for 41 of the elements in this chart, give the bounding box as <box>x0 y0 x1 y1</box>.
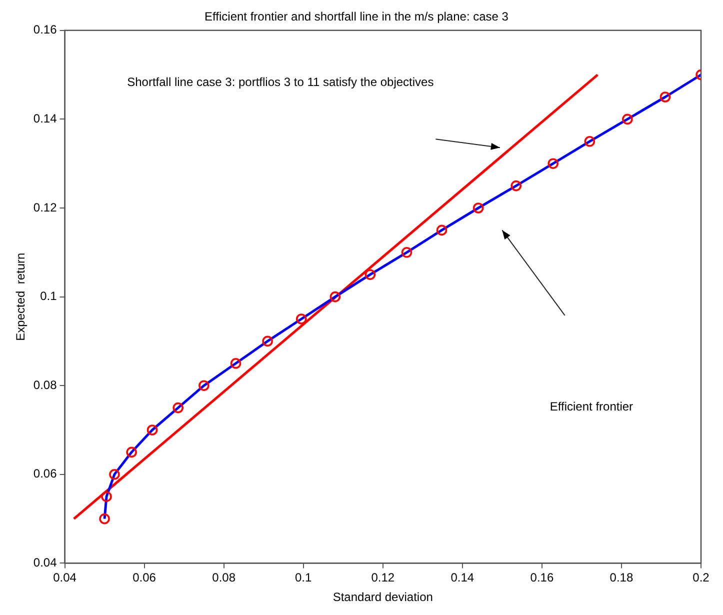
point <box>126 446 137 458</box>
y-tick-label: 0.14 <box>33 112 58 126</box>
point <box>548 158 558 169</box>
y-tick-label: 0.06 <box>33 466 58 481</box>
annotation: Shortfall line case 3: portflios 3 to 11 satisfy the objectives <box>127 74 434 89</box>
y-tick-label: 0.1 <box>40 289 58 304</box>
y-tick-label: 0.16 <box>33 22 58 37</box>
point <box>436 224 448 236</box>
point <box>172 402 184 414</box>
point <box>198 380 210 391</box>
x-tick-label: 0.14 <box>450 570 474 585</box>
point <box>660 92 671 102</box>
point <box>101 491 112 502</box>
x-tick-label: 0.1 <box>295 570 312 585</box>
x-tick-label: 0.18 <box>610 570 634 585</box>
annotation: Efficient frontier <box>550 399 634 414</box>
x-tick-label: 0.2 <box>692 570 710 585</box>
point <box>472 202 484 214</box>
x-tick-label: 0.16 <box>530 570 554 585</box>
point <box>622 114 633 125</box>
y-tick-label: 0.12 <box>33 200 58 214</box>
point <box>584 136 596 147</box>
x-tick-label: 0.08 <box>212 570 236 585</box>
point <box>146 424 158 436</box>
x-tick-label: 0.04 <box>53 570 77 585</box>
x-tick-label: 0.06 <box>132 570 156 585</box>
y-tick-label: 0.04 <box>33 556 58 570</box>
y-axis-title: Expected return <box>14 252 28 341</box>
point <box>510 180 522 192</box>
chart-title: Efficient frontier and shortfall line in the m/s plane: case 3 <box>204 10 509 24</box>
y-tick-label: 0.08 <box>33 378 58 392</box>
point <box>230 358 242 369</box>
point <box>364 269 376 280</box>
x-axis-title: Standard deviation <box>332 590 433 604</box>
point <box>296 314 307 324</box>
point <box>330 291 341 302</box>
point <box>262 336 273 347</box>
point <box>109 469 120 480</box>
point <box>99 513 110 524</box>
point <box>401 247 412 258</box>
x-tick-label: 0.12 <box>371 570 395 585</box>
